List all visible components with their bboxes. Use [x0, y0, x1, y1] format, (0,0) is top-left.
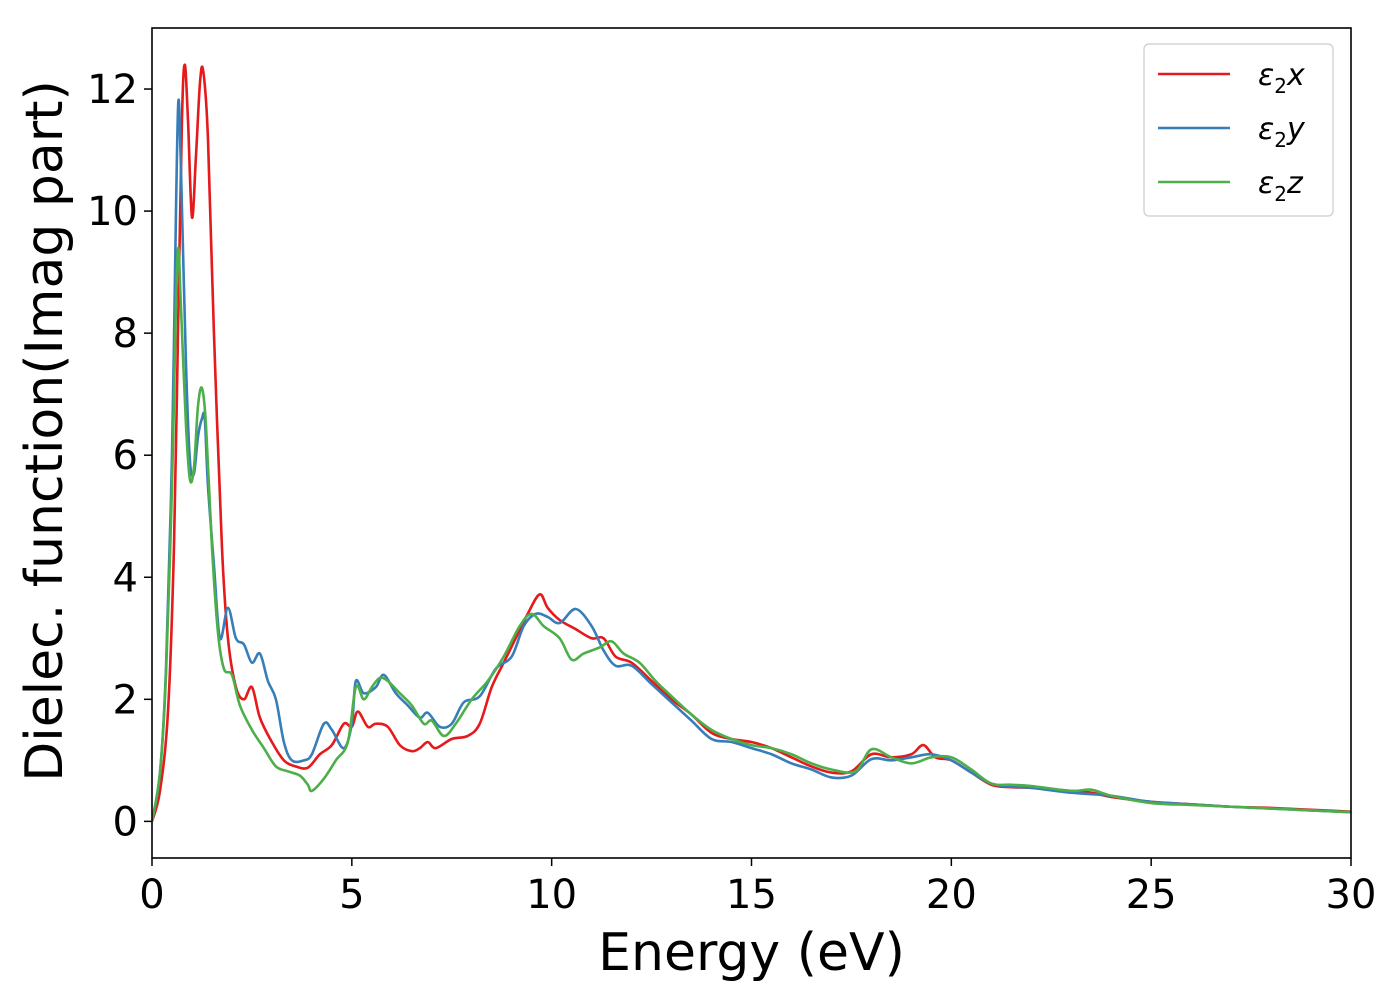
x-axis-title: Energy (eV)	[598, 923, 905, 983]
y-axis-title: Dielec. function(Imag part)	[15, 80, 75, 782]
y-axis-ticks: 0 2 4 6 8 10 12	[87, 67, 152, 845]
x-tick-label: 25	[1126, 872, 1177, 918]
x-tick-label: 15	[726, 872, 777, 918]
legend: ε2x ε2y ε2z	[1143, 43, 1334, 217]
series-line-2	[152, 98, 1351, 822]
series-line-3	[152, 246, 1351, 822]
legend-label: ε2y	[1258, 112, 1306, 152]
x-axis-ticks: 0 5 10 15 20 25 30	[139, 858, 1376, 918]
y-tick-label: 8	[113, 311, 138, 357]
y-tick-label: 2	[113, 677, 138, 723]
y-tick-label: 4	[113, 555, 138, 601]
y-tick-label: 10	[87, 189, 138, 235]
plot-layer	[152, 63, 1351, 822]
x-tick-label: 10	[526, 872, 577, 918]
legend-label: ε2z	[1258, 166, 1304, 206]
legend-label: ε2x	[1258, 58, 1305, 98]
y-tick-label: 12	[87, 67, 138, 113]
legend-box	[1143, 43, 1334, 217]
x-tick-label: 5	[339, 872, 364, 918]
x-tick-label: 0	[139, 872, 164, 918]
y-tick-label: 0	[113, 799, 138, 845]
y-tick-label: 6	[113, 433, 138, 479]
x-tick-label: 20	[926, 872, 977, 918]
x-tick-label: 30	[1326, 872, 1377, 918]
